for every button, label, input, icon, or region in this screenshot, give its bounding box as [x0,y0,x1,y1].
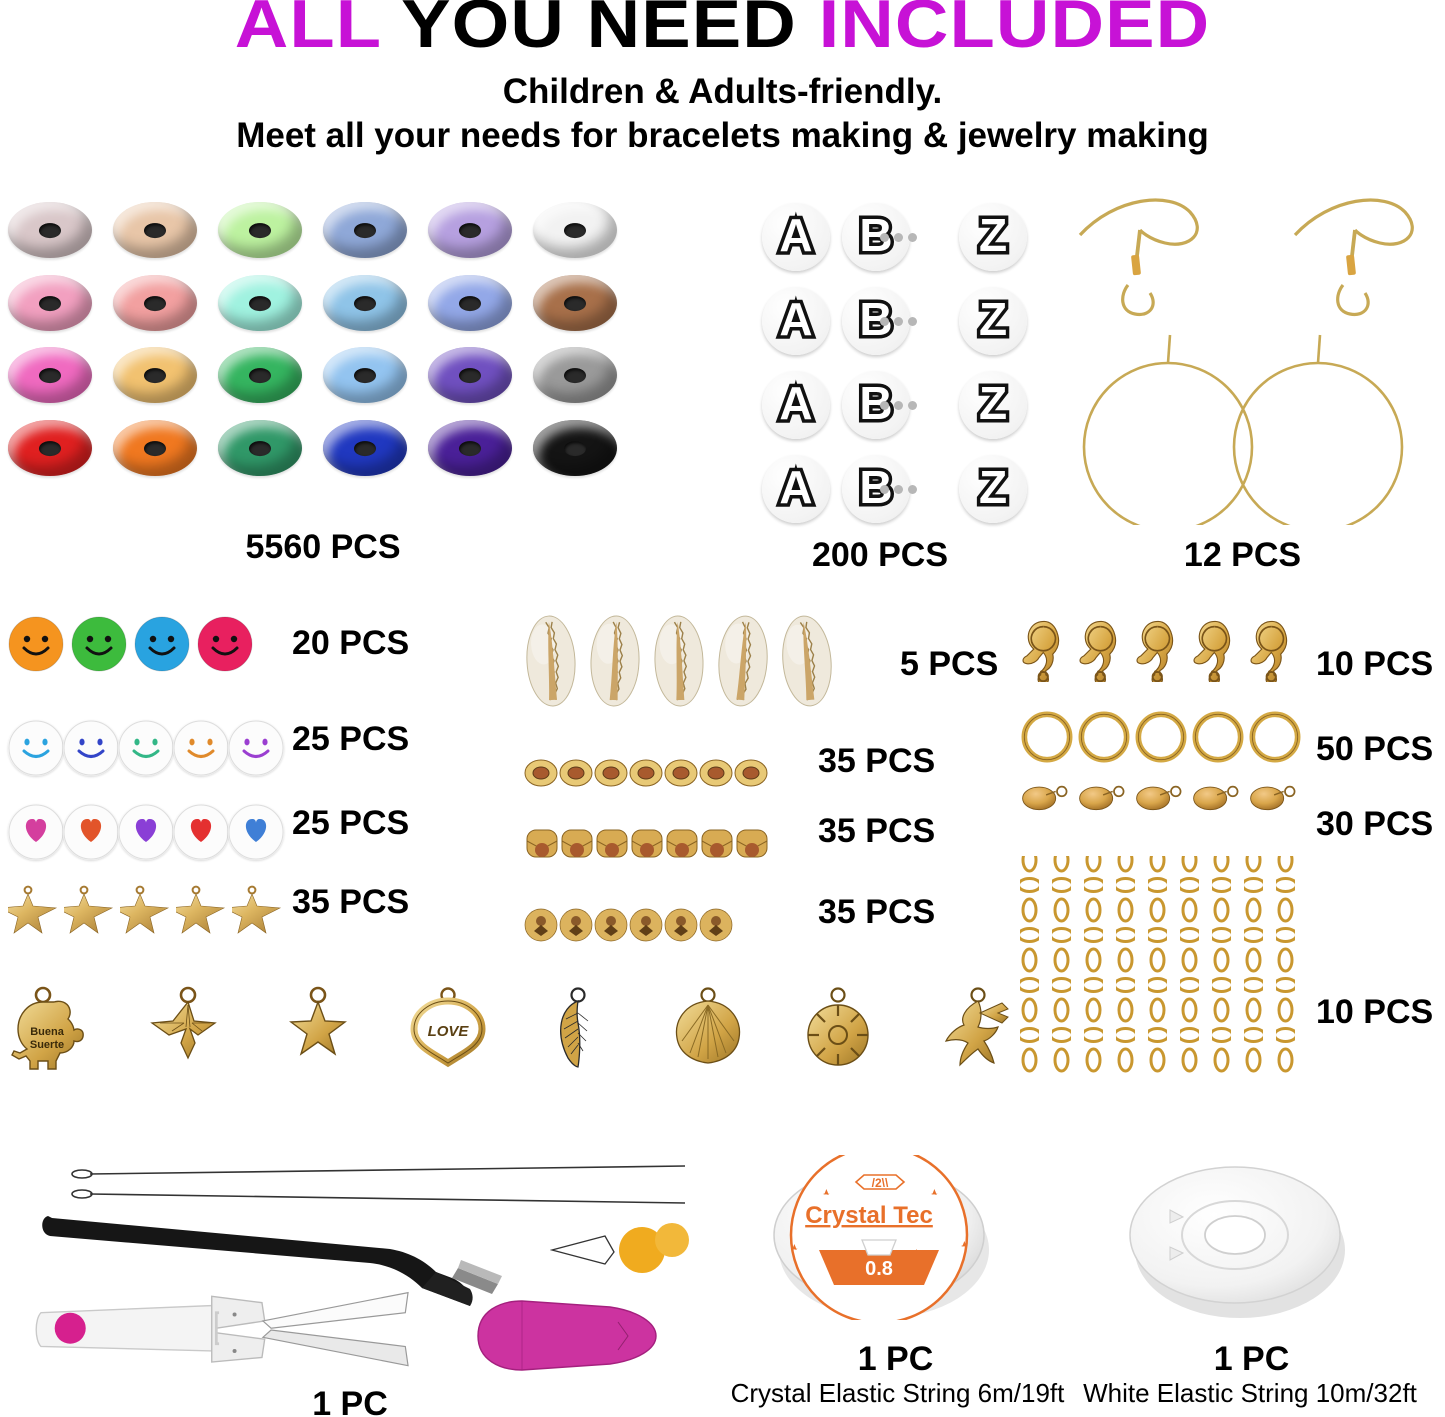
svg-text:/2\\: /2\\ [872,1176,889,1190]
svg-text:A: A [779,461,812,513]
svg-text:LOVE: LOVE [428,1023,470,1040]
svg-text:A: A [779,377,812,429]
svg-text:0.8: 0.8 [865,1258,893,1280]
svg-text:Z: Z [979,461,1007,513]
svg-text:Crystal Tec: Crystal Tec [805,1202,933,1229]
svg-text:Buena: Buena [30,1026,65,1038]
svg-text:A: A [779,293,812,345]
svg-text:Suerte: Suerte [30,1039,64,1051]
svg-text:A: A [779,209,812,261]
svg-text:Z: Z [979,209,1007,261]
svg-text:Z: Z [979,293,1007,345]
svg-text:Z: Z [979,377,1007,429]
